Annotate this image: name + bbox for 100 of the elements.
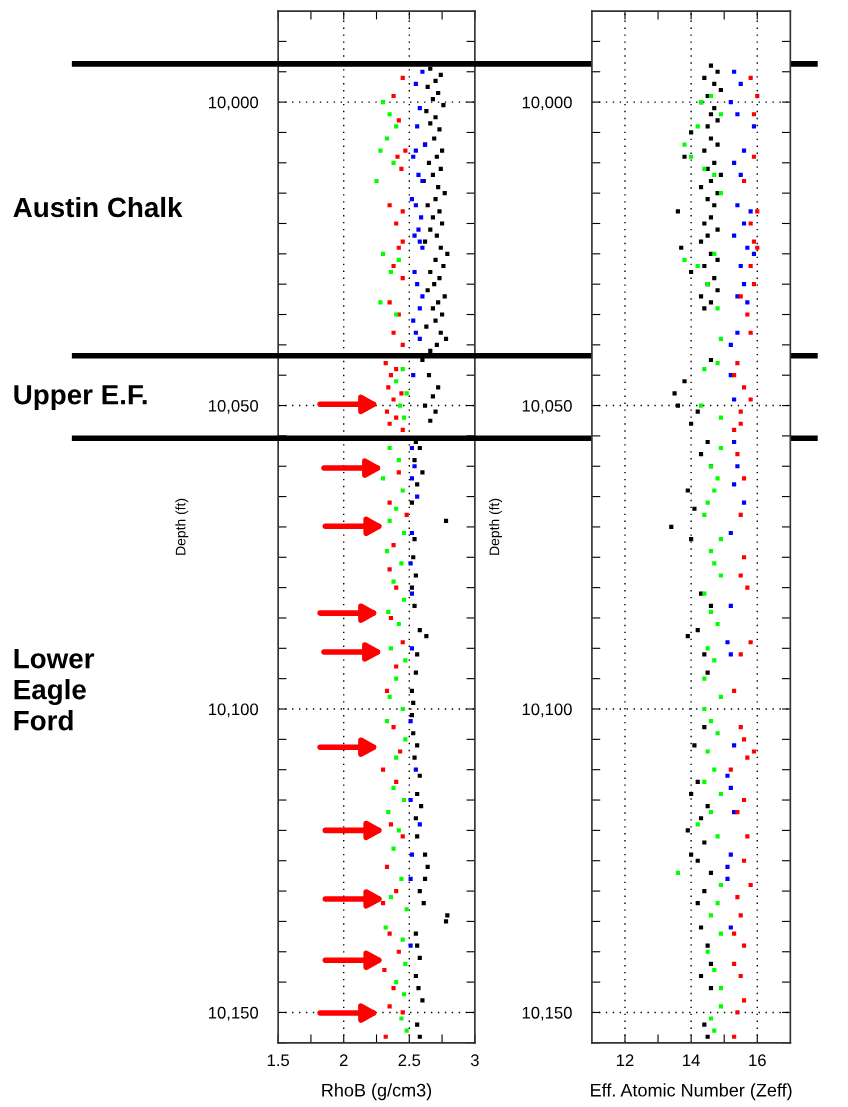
point [413,148,418,153]
point [403,148,408,153]
point [712,172,717,178]
point [718,1004,723,1009]
point [738,512,743,517]
point [382,967,387,973]
point [712,767,717,772]
y-tick-label: 10,000 [209,96,259,111]
point [387,500,392,505]
point [715,476,720,481]
point [748,263,753,269]
point [705,749,710,754]
point [394,415,399,420]
point [725,864,730,869]
point [755,245,760,250]
point [394,980,399,985]
point [396,828,401,833]
point [715,360,720,366]
point [374,178,379,184]
point [388,373,394,378]
point [741,178,747,184]
point [400,276,405,281]
point [384,136,390,141]
point [728,925,733,930]
point [708,609,714,614]
point [417,106,422,111]
x-axis-title: RhoB (g/cm3) [322,1083,432,1101]
point [404,391,409,396]
point [394,676,399,681]
point [735,330,740,335]
point [401,597,407,602]
point [409,476,415,481]
y-tick-label: 10,050 [209,399,259,414]
point [732,931,737,936]
point [399,166,404,171]
point [415,494,420,499]
point [718,112,723,117]
point [409,445,415,451]
point [745,585,750,590]
point [748,330,753,335]
point [420,69,425,74]
point [738,172,743,178]
point [412,269,417,275]
point [384,688,390,693]
point [689,154,694,159]
point [738,573,743,578]
point [409,591,415,596]
text: Lower Eagle Ford [14,649,95,731]
point [386,810,391,815]
point [396,949,401,954]
point [411,373,416,378]
point [387,518,392,523]
point [400,209,405,214]
point [400,342,405,347]
point [419,215,424,220]
point [384,864,390,869]
point [409,197,415,202]
point [725,773,730,778]
point [403,737,408,742]
x-tick-label: 14 [683,1054,700,1066]
point [718,445,723,451]
point [682,142,687,147]
point [404,1028,409,1033]
point [409,530,415,536]
point [409,646,415,651]
point [384,409,390,414]
point [413,203,418,208]
point [388,269,394,275]
point [378,148,383,153]
point [387,300,392,305]
point [732,688,737,693]
point [408,797,413,803]
x-tick-label: 12 [616,1054,634,1066]
point [384,719,390,724]
point [715,901,720,906]
point [718,986,723,991]
point [391,397,396,402]
point [400,1010,405,1015]
x-tick-label: 3 [470,1054,479,1067]
point [416,227,421,232]
point [755,209,760,214]
point [412,464,417,469]
point [732,233,737,238]
point [712,967,717,973]
point [755,93,760,99]
point [741,797,747,803]
y-tick-label: 10,150 [522,1006,572,1021]
point [708,810,714,815]
x-tick-label: 2 [339,1054,348,1066]
point [702,706,707,712]
point [391,986,396,991]
point [725,640,730,645]
point [748,209,753,214]
y-axis-title: Depth (ft) [175,498,189,555]
point [399,876,404,882]
point [732,1034,737,1039]
point [391,543,396,548]
point [387,445,392,451]
point [401,415,407,420]
point [383,360,388,366]
